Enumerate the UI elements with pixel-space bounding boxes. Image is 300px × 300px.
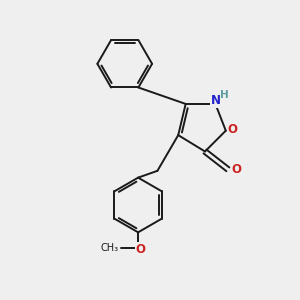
Text: N: N xyxy=(210,94,220,107)
Text: O: O xyxy=(136,243,146,256)
Text: H: H xyxy=(220,90,229,100)
Text: O: O xyxy=(231,164,241,176)
Text: O: O xyxy=(227,123,237,136)
Text: CH₃: CH₃ xyxy=(100,243,118,253)
